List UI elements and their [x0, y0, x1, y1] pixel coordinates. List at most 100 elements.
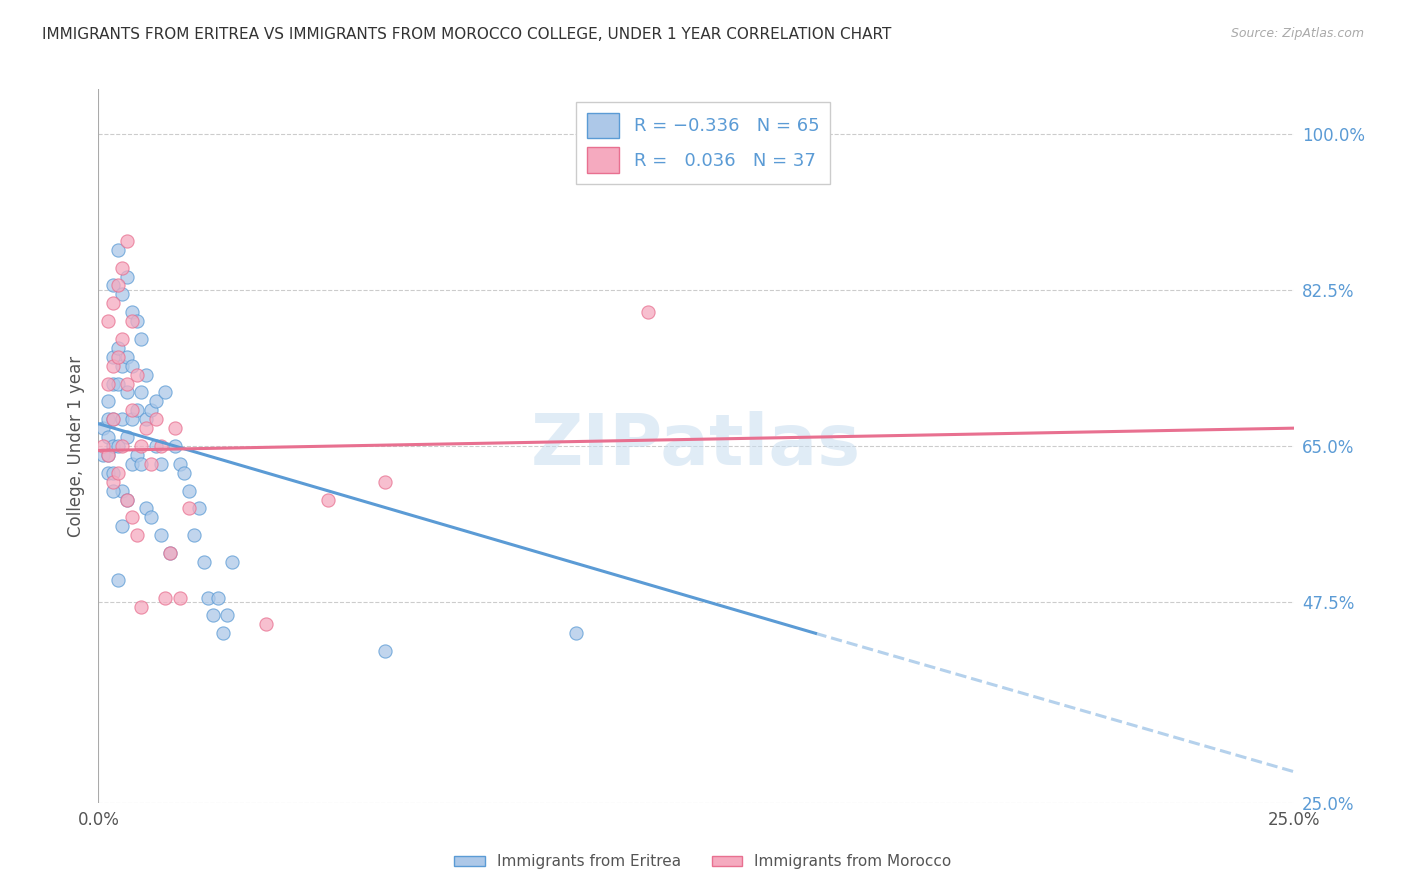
Point — [155, 591, 177, 605]
Point — [91, 439, 114, 453]
Point — [135, 412, 157, 426]
Point — [97, 376, 120, 391]
Point — [121, 305, 143, 319]
Point — [145, 439, 167, 453]
Point — [115, 234, 138, 248]
Point — [145, 412, 167, 426]
Point — [173, 466, 195, 480]
Point — [121, 314, 143, 328]
Point — [131, 439, 153, 453]
Point — [107, 350, 129, 364]
Point — [125, 448, 148, 462]
Point — [179, 483, 201, 498]
Point — [111, 287, 134, 301]
Point — [169, 591, 191, 605]
Point — [135, 368, 157, 382]
Point — [159, 546, 181, 560]
Point — [107, 573, 129, 587]
Point — [101, 475, 124, 489]
Point — [91, 421, 114, 435]
Point — [125, 403, 148, 417]
Point — [107, 341, 129, 355]
Point — [115, 492, 138, 507]
Point — [187, 501, 209, 516]
Point — [374, 475, 396, 489]
Point — [101, 483, 124, 498]
Point — [197, 591, 219, 605]
Point — [101, 278, 124, 293]
Point — [131, 599, 153, 614]
Point — [155, 385, 177, 400]
Point — [163, 421, 186, 435]
Point — [97, 448, 120, 462]
Point — [101, 412, 124, 426]
Point — [115, 492, 138, 507]
Point — [131, 457, 153, 471]
Y-axis label: College, Under 1 year: College, Under 1 year — [66, 355, 84, 537]
Point — [193, 555, 215, 569]
Point — [131, 385, 153, 400]
Legend: R = −0.336   N = 65, R =   0.036   N = 37: R = −0.336 N = 65, R = 0.036 N = 37 — [576, 102, 831, 184]
Point — [139, 510, 162, 524]
Point — [163, 439, 186, 453]
Point — [101, 412, 124, 426]
Point — [107, 278, 129, 293]
Point — [101, 359, 124, 373]
Point — [115, 385, 138, 400]
Text: IMMIGRANTS FROM ERITREA VS IMMIGRANTS FROM MOROCCO COLLEGE, UNDER 1 YEAR CORRELA: IMMIGRANTS FROM ERITREA VS IMMIGRANTS FR… — [42, 27, 891, 42]
Point — [131, 332, 153, 346]
Point — [125, 314, 148, 328]
Point — [111, 483, 134, 498]
Point — [202, 608, 225, 623]
Point — [125, 528, 148, 542]
Point — [107, 466, 129, 480]
Point — [139, 457, 162, 471]
Point — [115, 376, 138, 391]
Point — [217, 608, 239, 623]
Legend: Immigrants from Eritrea, Immigrants from Morocco: Immigrants from Eritrea, Immigrants from… — [449, 848, 957, 875]
Point — [254, 617, 277, 632]
Point — [139, 403, 162, 417]
Point — [183, 528, 205, 542]
Point — [111, 260, 134, 275]
Point — [149, 439, 172, 453]
Point — [316, 492, 339, 507]
Point — [111, 412, 134, 426]
Point — [97, 314, 120, 328]
Point — [637, 305, 659, 319]
Point — [97, 394, 120, 409]
Point — [121, 510, 143, 524]
Point — [91, 448, 114, 462]
Point — [135, 421, 157, 435]
Point — [121, 412, 143, 426]
Point — [107, 439, 129, 453]
Point — [97, 448, 120, 462]
Point — [101, 350, 124, 364]
Point — [111, 359, 134, 373]
Point — [107, 243, 129, 257]
Point — [121, 457, 143, 471]
Text: ZIPatlas: ZIPatlas — [531, 411, 860, 481]
Point — [97, 466, 120, 480]
Point — [115, 350, 138, 364]
Point — [121, 403, 143, 417]
Point — [107, 376, 129, 391]
Point — [565, 626, 588, 640]
Point — [169, 457, 191, 471]
Point — [135, 501, 157, 516]
Point — [211, 626, 233, 640]
Point — [149, 457, 172, 471]
Point — [115, 269, 138, 284]
Point — [149, 528, 172, 542]
Point — [374, 644, 396, 658]
Point — [97, 430, 120, 444]
Point — [115, 430, 138, 444]
Point — [221, 555, 243, 569]
Point — [97, 412, 120, 426]
Point — [101, 466, 124, 480]
Point — [207, 591, 229, 605]
Point — [125, 368, 148, 382]
Point — [145, 394, 167, 409]
Point — [101, 376, 124, 391]
Point — [179, 501, 201, 516]
